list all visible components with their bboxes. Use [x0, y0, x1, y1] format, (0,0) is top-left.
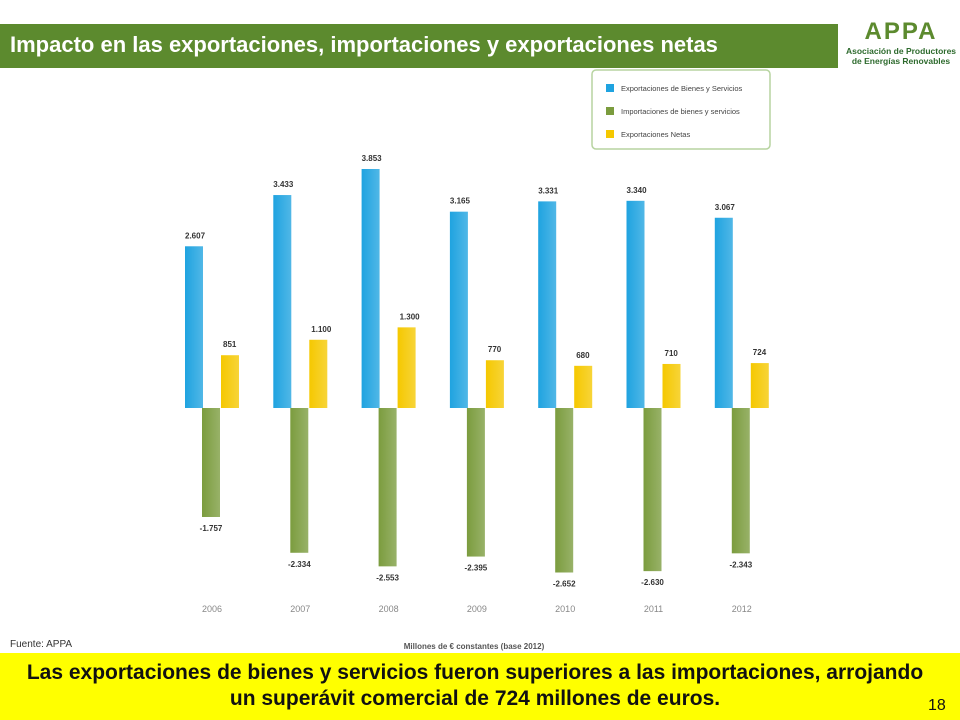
label-net-2012: 724: [753, 348, 767, 357]
bar-imports-2009: [466, 408, 485, 557]
legend-swatch-exports: [606, 84, 614, 92]
legend-swatch-imports: [606, 107, 614, 115]
label-net-2007: 1.100: [311, 325, 332, 334]
bar-exports-2009: [449, 211, 468, 408]
label-exports-2007: 3.433: [273, 180, 294, 189]
bar-net-2008: [397, 327, 416, 408]
x-tick-2007: 2007: [290, 604, 310, 614]
bar-exports-2011: [626, 200, 645, 408]
slide-number: 18: [928, 697, 946, 714]
x-tick-2011: 2011: [644, 604, 663, 614]
legend-label-exports: Exportaciones de Bienes y Servicios: [621, 84, 743, 93]
label-exports-2011: 3.340: [627, 186, 648, 195]
label-imports-2012: -2.343: [729, 560, 752, 569]
label-imports-2011: -2.630: [641, 578, 664, 587]
label-net-2011: 710: [665, 349, 679, 358]
label-exports-2009: 3.165: [450, 197, 471, 206]
x-tick-2008: 2008: [379, 604, 399, 614]
x-tick-2010: 2010: [555, 604, 575, 614]
conclusion-text: Las exportaciones de bienes y servicios …: [26, 661, 924, 710]
logo-line-2: de Energías Renovables: [852, 56, 951, 66]
source-note: Fuente: APPA: [10, 639, 73, 650]
label-net-2006: 851: [223, 340, 237, 349]
label-imports-2009: -2.395: [465, 564, 488, 573]
bar-net-2006: [221, 355, 239, 408]
bar-imports-2012: [731, 408, 750, 554]
legend-label-imports: Importaciones de bienes y servicios: [621, 107, 740, 116]
bar-net-2012: [750, 363, 769, 408]
bar-net-2010: [574, 365, 593, 408]
label-exports-2008: 3.853: [362, 154, 383, 163]
bar-imports-2007: [290, 408, 309, 553]
legend-swatch-net: [606, 130, 614, 138]
bar-exports-2012: [714, 217, 733, 408]
x-tick-2006: 2006: [202, 604, 222, 614]
x-axis-label: Millones de € constantes (base 2012): [404, 642, 545, 651]
conclusion-banner: Las exportaciones de bienes y servicios …: [0, 653, 960, 720]
label-net-2008: 1.300: [400, 312, 421, 321]
label-imports-2007: -2.334: [288, 560, 311, 569]
bar-imports-2011: [643, 408, 662, 572]
label-exports-2010: 3.331: [538, 186, 559, 195]
label-net-2009: 770: [488, 345, 502, 354]
x-tick-2012: 2012: [732, 604, 752, 614]
bar-imports-2008: [378, 408, 397, 567]
bar-net-2009: [485, 360, 504, 408]
bar-exports-2006: [185, 246, 203, 408]
label-imports-2008: -2.553: [376, 573, 399, 582]
legend-label-net: Exportaciones Netas: [621, 130, 690, 139]
bar-imports-2010: [555, 408, 574, 573]
bar-net-2011: [662, 363, 681, 408]
label-exports-2006: 2.607: [185, 231, 206, 240]
title-bar: Impacto en las exportaciones, importacio…: [0, 24, 838, 68]
legend: Exportaciones de Bienes y Servicios Impor…: [591, 69, 771, 150]
slide-title: Impacto en las exportaciones, importacio…: [10, 32, 718, 57]
label-exports-2012: 3.067: [715, 203, 736, 212]
bar-imports-2006: [202, 408, 220, 517]
x-tick-2009: 2009: [467, 604, 487, 614]
logo-line-1: Asociación de Productores: [846, 46, 956, 56]
bar-exports-2007: [273, 195, 292, 408]
bar-chart: 2.607 -1.757 851 2006 3.433 -2.334 1.100 2007 3.…: [185, 69, 771, 651]
logo-name: APPA: [865, 18, 938, 45]
bar-exports-2008: [361, 169, 380, 408]
bar-exports-2010: [538, 201, 557, 408]
bar-net-2007: [309, 339, 328, 408]
label-net-2010: 680: [576, 351, 590, 360]
label-imports-2010: -2.652: [553, 580, 576, 589]
label-imports-2006: -1.757: [200, 524, 223, 533]
appa-logo: APPA Asociación de Productores de Energí…: [845, 18, 957, 66]
